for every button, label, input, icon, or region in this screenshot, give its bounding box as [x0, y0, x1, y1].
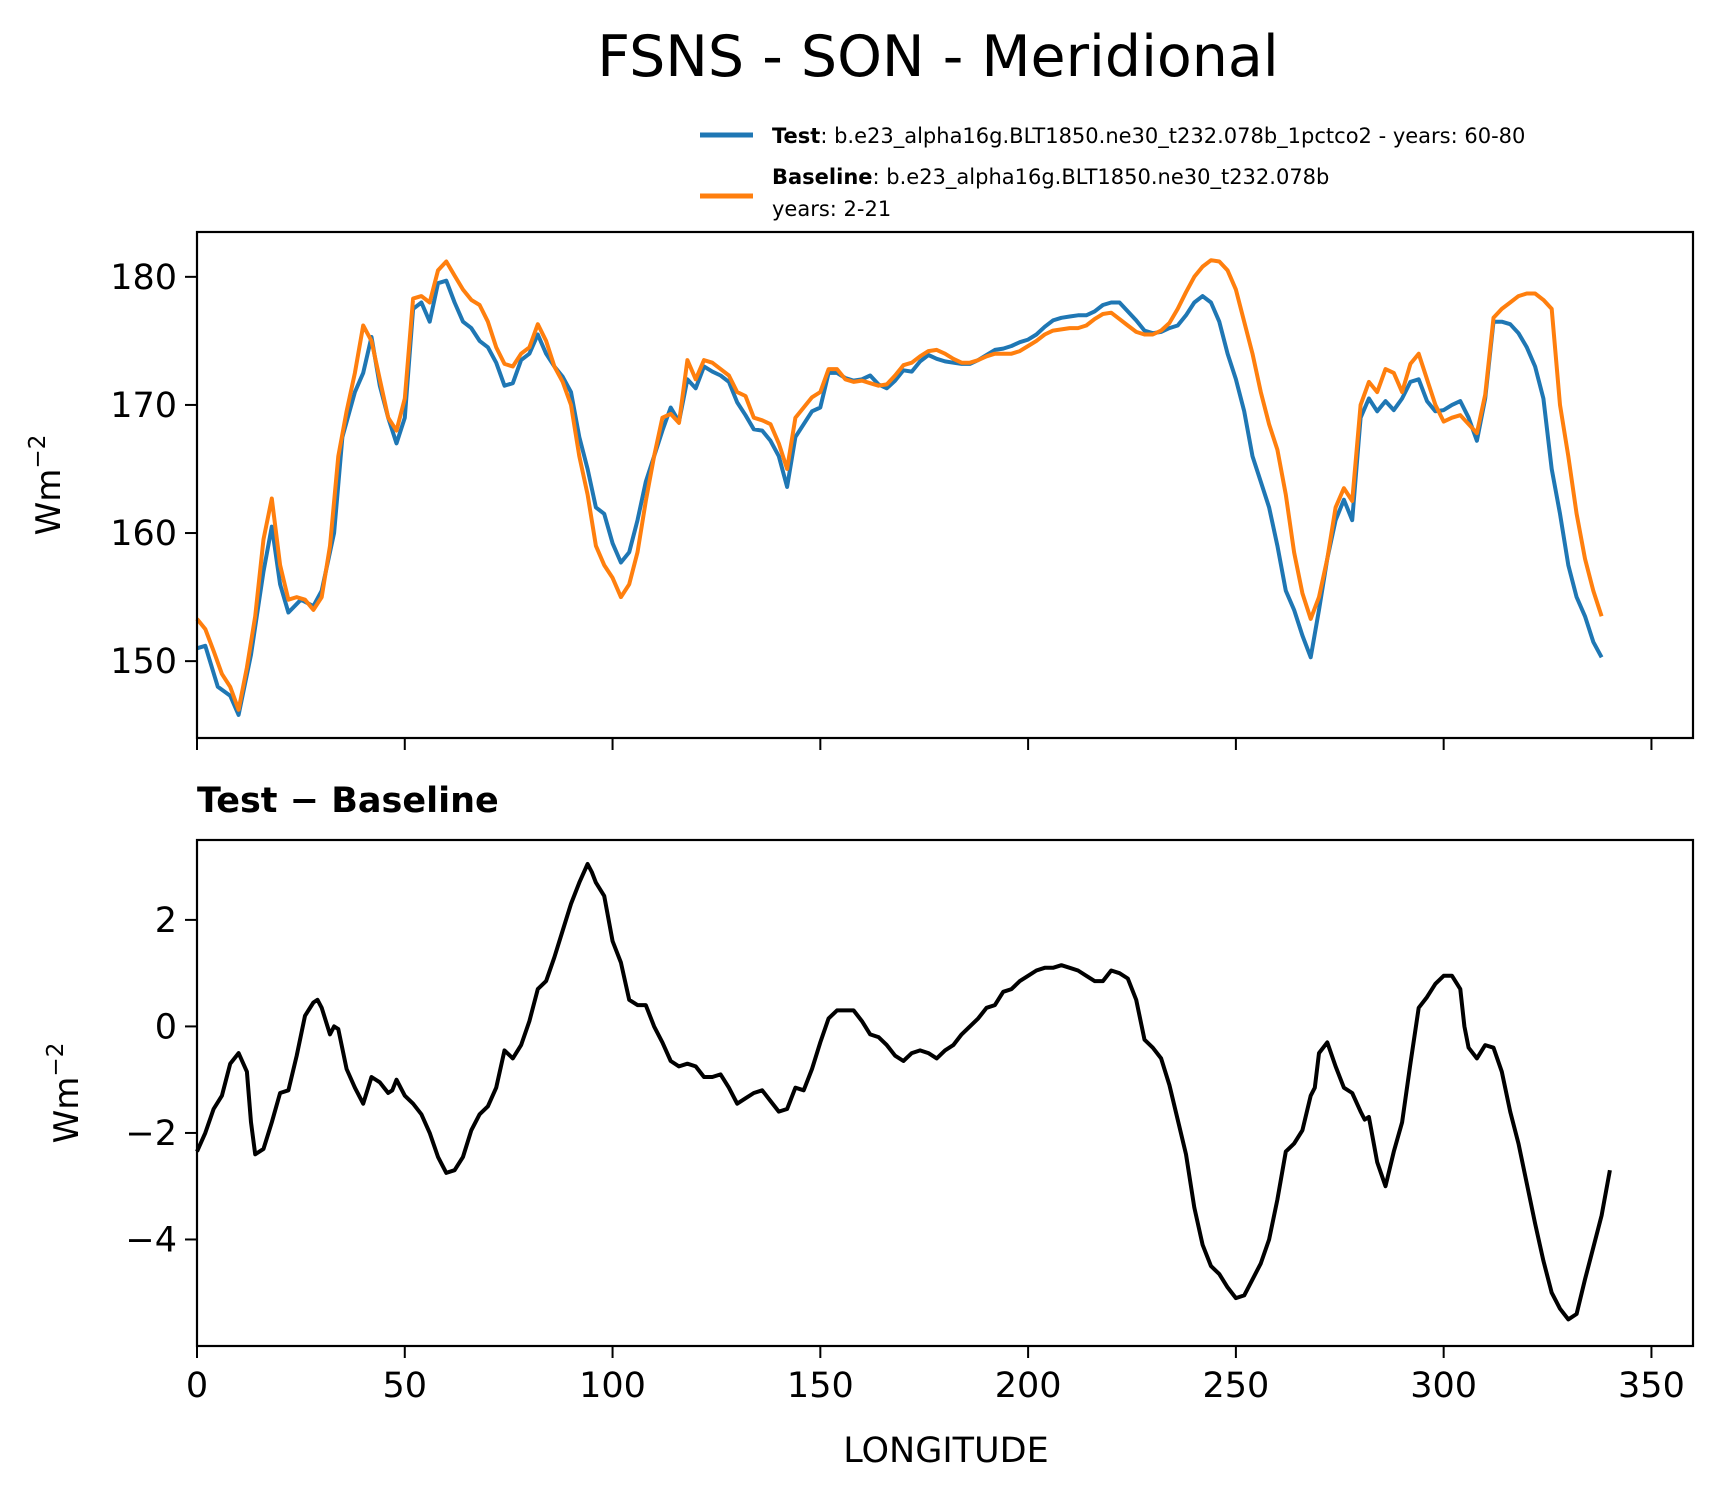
bottom-panel-title: Test − Baseline: [197, 781, 499, 821]
bottom-x-tick-label: 350: [1618, 1366, 1685, 1406]
bottom-x-tick-label: 150: [787, 1366, 854, 1406]
legend-label-baseline: Baseline: b.e23_alpha16g.BLT1850.ne30_t2…: [772, 165, 1329, 190]
bottom-x-tick-label: 50: [383, 1366, 428, 1406]
bottom-y-tick-label: 0: [155, 1007, 177, 1047]
chart-title: FSNS - SON - Meridional: [597, 24, 1278, 90]
legend-baseline-years: years: 2-21: [772, 197, 891, 221]
top-panel: 150 160 170 180 Wm−2: [25, 230, 1695, 750]
bottom-y-tick-label: −4: [125, 1220, 177, 1260]
bottom-panel: 0 50 100 150 200 250 300 350 −4 −2 0 2 Wm−2: [43, 838, 1695, 1406]
bottom-plot-marks: [195, 862, 1612, 1322]
bottom-x-tick-label: 100: [579, 1366, 646, 1406]
bottom-x-tick-label: 250: [1202, 1366, 1269, 1406]
bottom-series-line-difference: [195, 862, 1612, 1322]
bottom-x-tick-label: 300: [1410, 1366, 1477, 1406]
top-x-ticks: [196, 738, 1653, 750]
top-y-tick-label: 170: [110, 386, 177, 426]
bottom-y-tick-label: −2: [125, 1114, 177, 1154]
legend-label-test: Test: b.e23_alpha16g.BLT1850.ne30_t232.0…: [772, 124, 1525, 149]
top-y-tick-label: 150: [110, 642, 177, 682]
bottom-x-ticks: 0 50 100 150 200 250 300 350: [186, 1346, 1685, 1406]
bottom-y-axis-label: Wm−2: [43, 1043, 87, 1144]
top-series-line-baseline: [195, 258, 1604, 712]
legend: Test: b.e23_alpha16g.BLT1850.ne30_t232.0…: [700, 124, 1525, 221]
top-y-axis-label: Wm−2: [25, 435, 69, 536]
top-y-ticks: 150 160 170 180: [110, 258, 197, 682]
bottom-plot-frame: [195, 838, 1695, 1348]
top-series-line-test: [196, 278, 1604, 717]
top-plot-marks: [195, 258, 1604, 717]
top-y-tick-label: 160: [110, 514, 177, 554]
x-axis-label: LONGITUDE: [843, 1431, 1049, 1471]
bottom-x-tick-label: 200: [995, 1366, 1062, 1406]
top-plot-frame: [195, 230, 1695, 740]
bottom-y-tick-label: 2: [155, 901, 177, 941]
top-y-tick-label: 180: [110, 258, 177, 298]
bottom-x-tick-label: 0: [186, 1366, 208, 1406]
bottom-y-ticks: −4 −2 0 2: [125, 901, 197, 1260]
